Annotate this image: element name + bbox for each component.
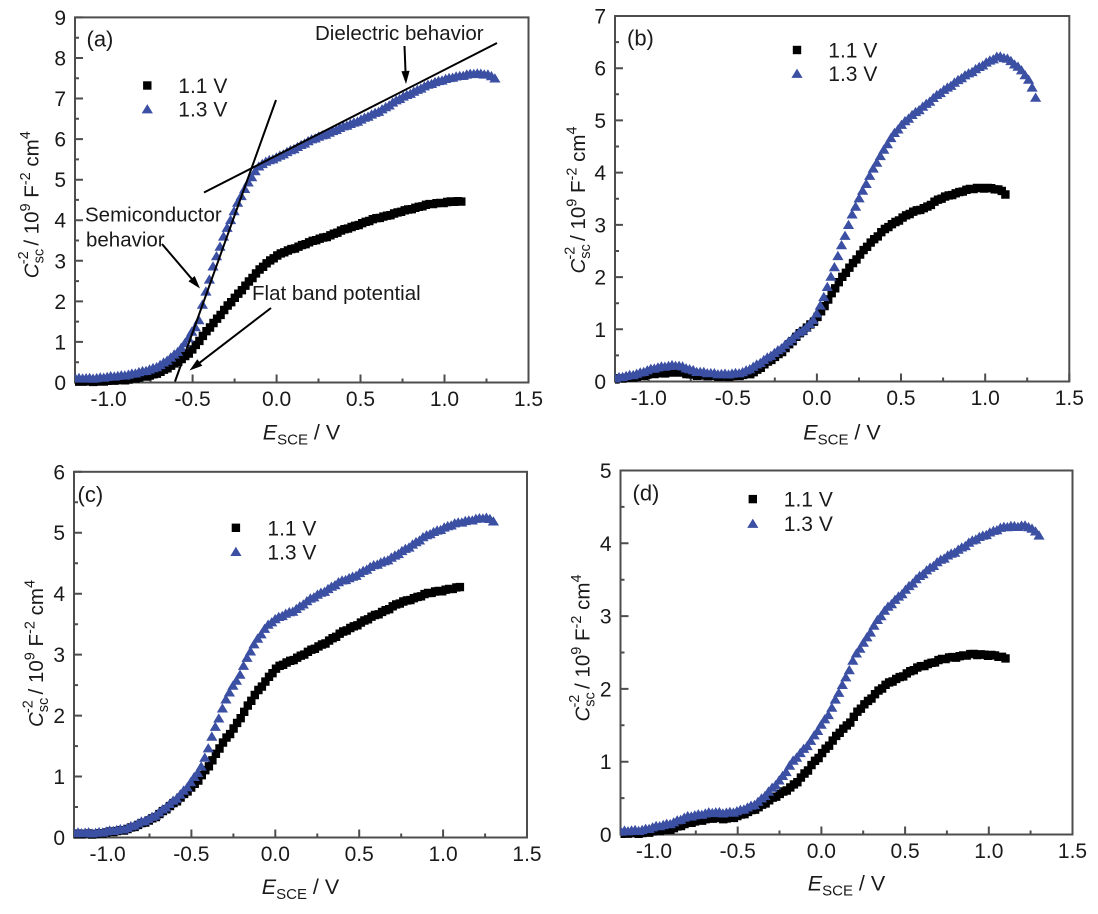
svg-text:(b): (b): [627, 26, 654, 51]
svg-text:Csc-2 / 109 F-2 cm4: Csc-2 / 109 F-2 cm4: [567, 574, 599, 721]
svg-text:1.1 V: 1.1 V: [178, 75, 227, 98]
svg-text:0.5: 0.5: [890, 840, 919, 863]
svg-text:2: 2: [594, 267, 606, 290]
svg-text:6: 6: [54, 129, 66, 152]
svg-text:3: 3: [53, 644, 65, 667]
svg-text:1: 1: [54, 331, 66, 354]
svg-text:0.0: 0.0: [802, 387, 831, 410]
svg-text:(c): (c): [78, 482, 104, 507]
svg-text:0: 0: [54, 372, 66, 395]
svg-text:7: 7: [594, 6, 606, 29]
svg-text:1.3 V: 1.3 V: [178, 99, 227, 122]
svg-text:ESCE / V: ESCE / V: [263, 421, 341, 449]
svg-text:Semiconductor: Semiconductor: [85, 204, 222, 227]
svg-text:5: 5: [53, 522, 65, 545]
svg-text:Dielectric behavior: Dielectric behavior: [315, 22, 484, 45]
svg-text:0.0: 0.0: [262, 388, 291, 411]
svg-text:1.3 V: 1.3 V: [828, 63, 877, 86]
svg-text:3: 3: [54, 250, 66, 273]
svg-text:5: 5: [600, 460, 612, 483]
svg-text:-0.5: -0.5: [720, 840, 756, 863]
svg-text:2: 2: [53, 705, 65, 728]
svg-text:0.5: 0.5: [346, 388, 375, 411]
svg-text:6: 6: [53, 461, 65, 484]
svg-text:(a): (a): [87, 27, 114, 52]
svg-text:1.0: 1.0: [428, 843, 457, 866]
svg-text:0.0: 0.0: [807, 840, 836, 863]
svg-text:1: 1: [594, 319, 606, 342]
svg-text:0.5: 0.5: [886, 387, 915, 410]
svg-text:4: 4: [594, 162, 606, 185]
svg-text:4: 4: [600, 533, 612, 556]
svg-text:6: 6: [594, 58, 606, 81]
svg-text:-1.0: -1.0: [90, 843, 126, 866]
svg-text:3: 3: [600, 606, 612, 629]
svg-text:(d): (d): [633, 481, 660, 506]
svg-text:9: 9: [54, 7, 66, 30]
svg-text:0.5: 0.5: [345, 843, 374, 866]
svg-text:-0.5: -0.5: [715, 387, 751, 410]
svg-text:Csc-2 / 109 F-2 cm4: Csc-2 / 109 F-2 cm4: [16, 131, 48, 278]
svg-text:Csc-2 / 109 F-2 cm4: Csc-2 / 109 F-2 cm4: [20, 580, 52, 727]
svg-text:1.3 V: 1.3 V: [267, 541, 316, 564]
svg-text:1.5: 1.5: [1058, 840, 1087, 863]
svg-text:5: 5: [594, 110, 606, 133]
svg-text:behavior: behavior: [86, 229, 165, 252]
svg-text:1.1 V: 1.1 V: [828, 40, 877, 63]
svg-text:5: 5: [54, 169, 66, 192]
svg-text:2: 2: [54, 291, 66, 314]
svg-text:7: 7: [54, 88, 66, 111]
svg-text:-1.0: -1.0: [91, 388, 127, 411]
svg-text:1.0: 1.0: [971, 387, 1000, 410]
svg-text:ESCE / V: ESCE / V: [262, 875, 340, 903]
svg-text:1: 1: [53, 766, 65, 789]
svg-text:0: 0: [600, 824, 612, 847]
svg-text:Flat band potential: Flat band potential: [252, 282, 421, 305]
svg-text:1.5: 1.5: [512, 843, 541, 866]
svg-text:1.1 V: 1.1 V: [784, 489, 833, 512]
svg-text:1.1 V: 1.1 V: [267, 517, 316, 540]
svg-text:-0.5: -0.5: [175, 388, 211, 411]
svg-text:ESCE / V: ESCE / V: [803, 421, 881, 449]
svg-text:ESCE / V: ESCE / V: [808, 872, 886, 900]
svg-text:Csc-2 / 109 F-2 cm4: Csc-2 / 109 F-2 cm4: [562, 126, 594, 273]
svg-text:1.0: 1.0: [974, 840, 1003, 863]
svg-text:0: 0: [53, 827, 65, 850]
svg-text:1.3 V: 1.3 V: [784, 513, 833, 536]
svg-text:1.5: 1.5: [514, 388, 543, 411]
svg-text:8: 8: [54, 48, 66, 71]
svg-text:2: 2: [600, 678, 612, 701]
svg-text:3: 3: [594, 214, 606, 237]
svg-text:-1.0: -1.0: [636, 840, 672, 863]
svg-text:1: 1: [600, 751, 612, 774]
svg-text:4: 4: [53, 583, 65, 606]
svg-text:1.0: 1.0: [430, 388, 459, 411]
svg-text:-0.5: -0.5: [173, 843, 209, 866]
svg-text:1.5: 1.5: [1055, 387, 1084, 410]
svg-text:4: 4: [54, 210, 66, 233]
svg-text:0: 0: [594, 371, 606, 394]
svg-text:0.0: 0.0: [261, 843, 290, 866]
svg-text:-1.0: -1.0: [631, 387, 667, 410]
